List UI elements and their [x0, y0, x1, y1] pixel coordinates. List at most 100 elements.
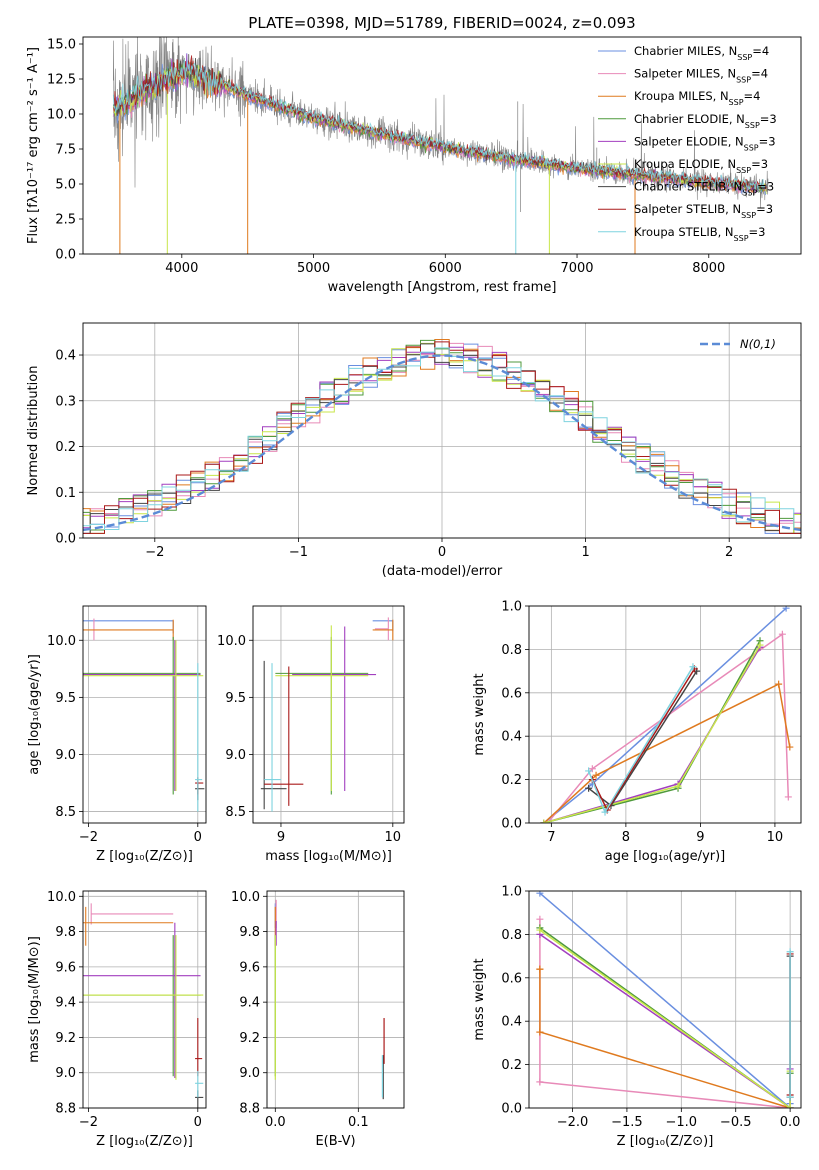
legend-label: Chabrier ELODIE, NSSP=3 [634, 112, 777, 130]
y-tick-label: 0.0 [501, 1102, 522, 1117]
chabrier_elodie-histogram [83, 339, 801, 534]
kroupa_miles-histogram [83, 339, 801, 534]
kroupa_stelib-weight-point [786, 1093, 794, 1101]
y-axis-label: Flux [fλ10⁻¹⁷ erg cm⁻² s⁻¹ A⁻¹] [26, 47, 41, 244]
plot-area [83, 903, 204, 1108]
y-tick-label: 0.0 [55, 532, 76, 547]
plot-area [83, 618, 205, 812]
salpeter_miles-weight-point [536, 1078, 544, 1086]
y-tick-label: 9.5 [225, 691, 246, 706]
y-tick-label: 9.2 [55, 1031, 76, 1046]
kroupa_elodie-weight-point [536, 926, 544, 934]
legend-label-subscript: SSP [742, 188, 757, 197]
axes-frame [82, 890, 207, 1109]
legend-label-text: Chabrier STELIB, N [634, 180, 742, 194]
x-tick-label: 8000 [692, 261, 725, 276]
mass-vs-metallicity-panel: −2 0 8.8 9.0 9.2 9.4 9.6 9.8 10.0 Z [log₁₀(Z/Z⊙)]… [27, 890, 207, 1149]
x-tick-label: −2 [145, 545, 164, 560]
y-tick-label: 15.0 [47, 38, 76, 53]
y-tick-label: 0.4 [55, 349, 76, 364]
kroupa_elodie-weight-point [786, 1104, 794, 1108]
age-vs-mass-panel: 9 10 8.5 9.0 9.5 10.0 mass [log₁₀(M/M⊙)] [217, 605, 405, 864]
kroupa_stelib-weight-point [786, 948, 794, 956]
y-tick-label: 0.6 [501, 686, 522, 701]
legend-label-subscript: SSP [744, 143, 759, 152]
y-tick-label: 0.8 [501, 643, 522, 658]
plot-area [536, 891, 794, 1108]
axes-frame [82, 605, 207, 824]
legend-label-text: Chabrier MILES, N [634, 44, 737, 58]
y-tick-label: 9.0 [239, 1066, 260, 1081]
age-vs-metallicity-panel: −2 0 8.5 9.0 9.5 10.0 Z [log₁₀(Z/Z⊙)] age [log₁… [27, 605, 207, 864]
x-axis-label: (data-model)/error [382, 564, 503, 579]
legend-label-text: Salpeter MILES, N [634, 67, 736, 81]
kroupa_stelib-model-line [112, 59, 767, 191]
x-axis-label: Z [log₁₀(Z/Z⊙)] [617, 1134, 714, 1149]
y-tick-label: 0.8 [501, 928, 522, 943]
legend-label-suffix: =4 [751, 67, 768, 81]
x-tick-label: 0 [194, 830, 202, 845]
kroupa_miles-weight-point [775, 680, 783, 688]
kroupa_miles-weight-point [536, 965, 544, 973]
y-tick-label: 0.2 [501, 1058, 522, 1073]
chabrier_miles-weight-line [539, 892, 791, 1108]
chabrier_stelib-weight-point [585, 784, 593, 792]
y-tick-label: 10.0 [217, 634, 246, 649]
x-tick-label: 0.0 [265, 1115, 286, 1130]
x-axis-label: E(B-V) [315, 1134, 355, 1149]
x-tick-label: −0.5 [720, 1115, 752, 1130]
y-tick-label: 9.6 [55, 960, 76, 975]
x-tick-label: −2 [79, 830, 98, 845]
legend-label-text: Salpeter STELIB, N [634, 202, 741, 216]
legend-label: Salpeter ELODIE, NSSP=3 [634, 134, 776, 152]
x-tick-label: 1 [581, 545, 589, 560]
axes-frame [266, 890, 405, 1109]
kroupa_miles-weight-point [536, 1028, 544, 1036]
x-axis-label: Z [log₁₀(Z/Z⊙)] [96, 1134, 193, 1149]
x-tick-label: 9 [277, 830, 285, 845]
legend-label-suffix: =3 [760, 112, 777, 126]
legend-label-text: Kroupa MILES, N [634, 89, 729, 103]
x-tick-label: 4000 [165, 261, 198, 276]
legend-label-suffix: =3 [756, 202, 773, 216]
x-axis-label: wavelength [Angstrom, rest frame] [328, 280, 557, 295]
y-tick-label: 1.0 [501, 885, 522, 900]
legend-label-subscript: SSP [734, 233, 749, 242]
axes-frame [528, 605, 802, 824]
legend-label: N(0,1) [740, 337, 776, 351]
x-tick-label: 9 [696, 830, 704, 845]
x-tick-label: −2 [79, 1115, 98, 1130]
y-tick-label: 12.5 [47, 73, 76, 88]
x-axis-label: mass [log₁₀(M/M⊙)] [265, 849, 392, 864]
y-tick-label: 2.5 [55, 213, 76, 228]
y-tick-label: 9.4 [55, 996, 76, 1011]
y-axis-label: Normed distribution [26, 366, 41, 496]
salpeter_elodie-histogram [83, 346, 801, 529]
kroupa_miles-weight-line [539, 969, 791, 1108]
legend-label-subscript: SSP [736, 166, 751, 175]
salpeter_miles-weight-point [544, 819, 552, 823]
x-tick-label: 10 [385, 830, 402, 845]
legend-label-subscript: SSP [729, 98, 744, 107]
y-tick-label: 1.0 [501, 600, 522, 615]
y-tick-label: 9.6 [239, 960, 260, 975]
y-tick-label: 9.2 [239, 1031, 260, 1046]
y-tick-label: 8.8 [55, 1102, 76, 1117]
plot-area [112, 37, 769, 254]
plot-area [274, 899, 385, 1100]
x-tick-label: −1.5 [611, 1115, 643, 1130]
x-tick-label: 6000 [429, 261, 462, 276]
axes-frame [528, 890, 802, 1109]
weight-vs-age-panel: 7 8 9 10 0.0 0.2 0.4 0.6 0.8 1.0 age [log₁₀(age/yr… [472, 600, 802, 864]
y-tick-label: 0.2 [501, 773, 522, 788]
legend-label-text: Chabrier ELODIE, N [634, 112, 745, 126]
kroupa_miles-weight-point [786, 743, 794, 751]
axes-frame [252, 605, 405, 824]
y-axis-label: mass [log₁₀(M/M⊙)] [27, 936, 42, 1063]
mass-vs-ebv-panel: 0.0 0.1 8.8 9.0 9.2 9.4 9.6 9.8 10.0 E(B-V) [231, 890, 405, 1149]
y-axis-label: age [log₁₀(age/yr)] [27, 654, 42, 775]
legend-label-subscript: SSP [741, 211, 756, 220]
legend-label-text: Kroupa ELODIE, N [634, 157, 736, 171]
x-tick-label: 10 [767, 830, 784, 845]
x-axis-label: Z [log₁₀(Z/Z⊙)] [96, 849, 193, 864]
